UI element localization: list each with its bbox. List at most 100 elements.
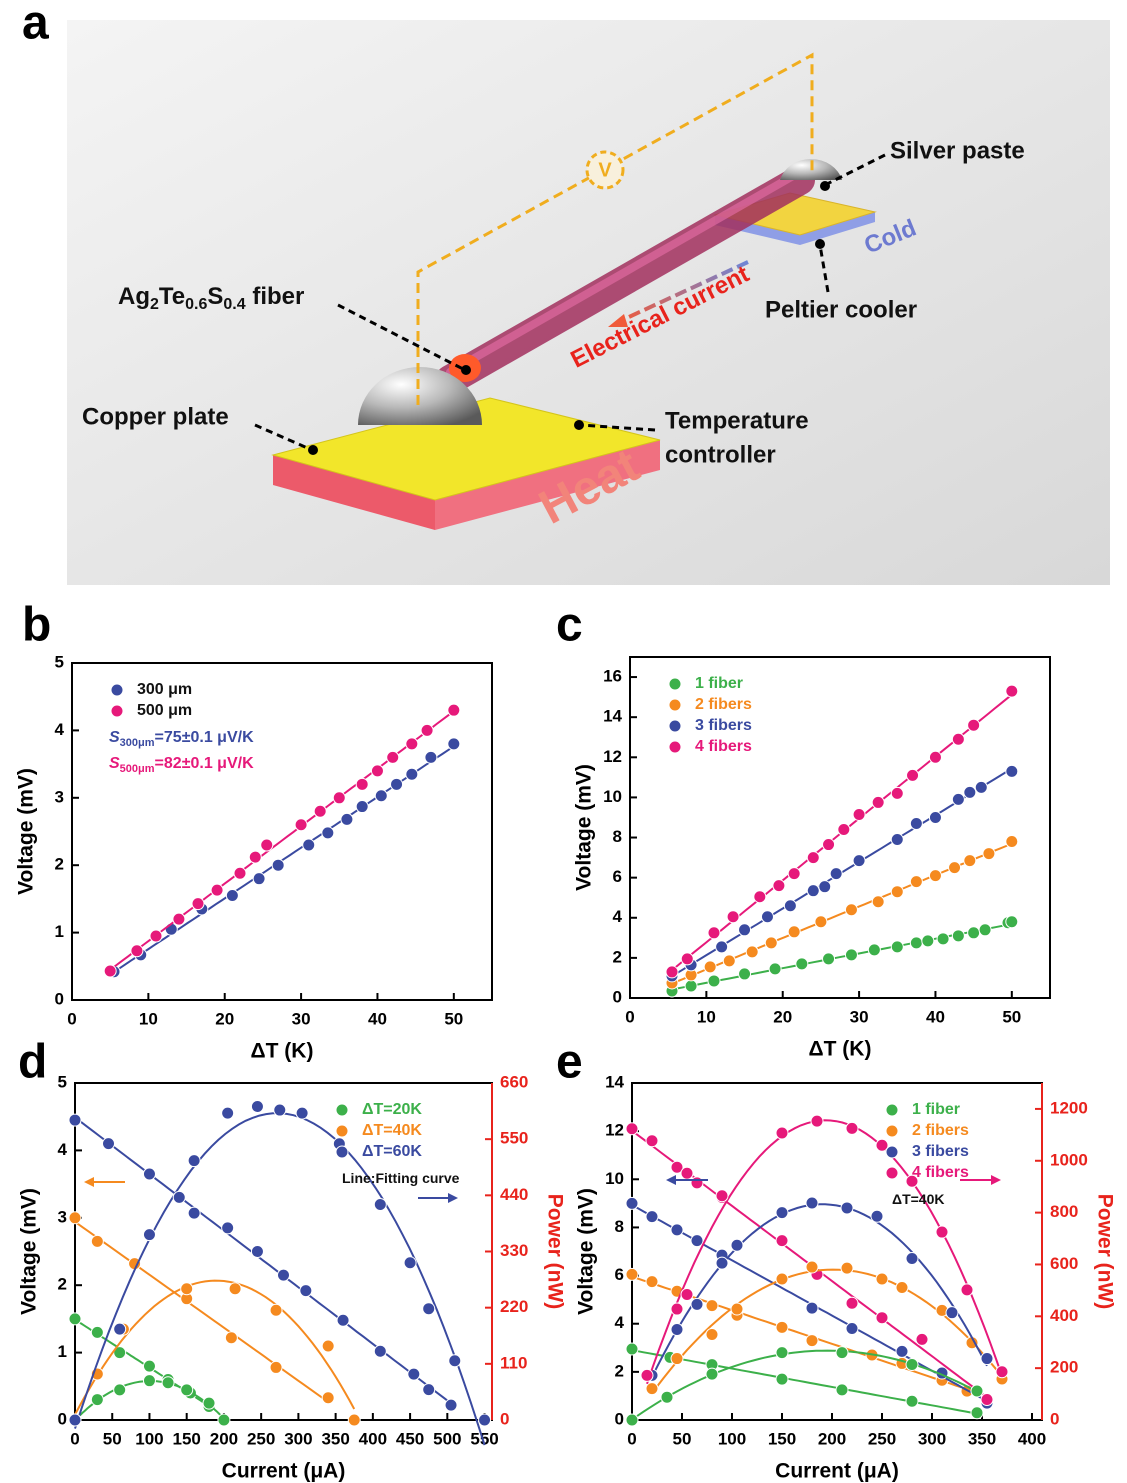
voltmeter-label: V (598, 159, 612, 181)
data-point (248, 850, 262, 864)
data-point (837, 823, 851, 837)
plot-frame (631, 1082, 1043, 1421)
legend-marker (668, 719, 682, 733)
data-point (374, 789, 388, 803)
chart: 0 50 100 150 200 250 300 350 4000246810121402004… (575, 1072, 1117, 1482)
data-point (915, 1332, 929, 1346)
x-tick-label: 30 (850, 1007, 869, 1026)
data-point (805, 1301, 819, 1315)
fiber-highlight (446, 168, 804, 376)
data-point (715, 1256, 729, 1270)
data-point (890, 940, 904, 954)
x-axis-title: ΔT (K) (809, 1038, 872, 1061)
legend-label: ΔT=20K (362, 1101, 422, 1118)
y2-tick-label: 400 (1050, 1306, 1078, 1325)
data-point (822, 952, 836, 966)
label: Copper plate (82, 403, 229, 430)
data-point (905, 1174, 919, 1188)
y-tick-label: 14 (603, 707, 622, 726)
data-point (909, 816, 923, 830)
data-point (982, 847, 996, 861)
data-point (844, 948, 858, 962)
data-point (935, 1225, 949, 1239)
y2-tick-label: 200 (1050, 1358, 1078, 1377)
x-tick-label: 200 (210, 1429, 238, 1448)
data-point (447, 737, 461, 751)
x-tick-label: 100 (135, 1429, 163, 1448)
leader-dot (308, 445, 318, 455)
data-point (370, 764, 384, 778)
data-point (970, 1406, 984, 1420)
leader-dot (820, 181, 830, 191)
data-point (149, 929, 163, 943)
data-point (705, 1367, 719, 1381)
x-tick-label: 0 (70, 1429, 79, 1448)
x-tick-label: 10 (697, 1007, 716, 1026)
data-point (890, 786, 904, 800)
data-point (890, 833, 904, 847)
x-tick-label: 200 (818, 1429, 846, 1448)
data-point (373, 1198, 387, 1212)
data-point (835, 1383, 849, 1397)
legend-marker (668, 698, 682, 712)
data-point (775, 1372, 789, 1386)
data-point (102, 1137, 116, 1151)
data-point (753, 890, 767, 904)
data-point (645, 1275, 659, 1289)
label-part: 0.4 (223, 296, 245, 313)
data-point (772, 879, 786, 893)
data-point (217, 1413, 231, 1427)
annotation-symbol: S (109, 755, 120, 772)
data-point (906, 768, 920, 782)
legend-label: 2 fibers (912, 1122, 969, 1139)
x-tick-label: 50 (673, 1429, 692, 1448)
x-axis-title: ΔT (K) (251, 1040, 314, 1063)
x-tick-label: 20 (773, 1007, 792, 1026)
x-tick-label: 30 (292, 1009, 311, 1028)
data-point (407, 1367, 421, 1381)
y-tick-label: 4 (58, 1140, 68, 1159)
y2-tick-label: 330 (500, 1241, 528, 1260)
axis-arrow-head (84, 1177, 94, 1187)
y-tick-label: 6 (613, 867, 622, 886)
data-point (705, 1327, 719, 1341)
current-arrow (617, 260, 749, 324)
leader-dot (815, 239, 825, 249)
fit-curve (631, 1349, 978, 1421)
label-part: S (207, 283, 223, 310)
data-point (1005, 764, 1019, 778)
data-point (909, 936, 923, 950)
data-point (645, 1210, 659, 1224)
fiber-label: Ag2Te0.6S0.4 fiber (118, 283, 304, 313)
y-axis-title: Voltage (mV) (18, 1188, 41, 1315)
data-point (905, 1394, 919, 1408)
legend-marker (885, 1145, 899, 1159)
panel-label: a (22, 0, 49, 50)
x-tick-label: 350 (321, 1429, 349, 1448)
data-point (660, 1390, 674, 1404)
data-point (250, 1245, 264, 1258)
data-point (233, 866, 247, 880)
x-tick-label: 250 (868, 1429, 896, 1448)
data-point (909, 875, 923, 889)
data-point (202, 1396, 216, 1410)
data-point (271, 858, 285, 872)
data-point (68, 1312, 82, 1326)
data-point (795, 957, 809, 971)
fit-curve (109, 710, 455, 971)
label: controller (665, 441, 776, 468)
legend-marker (110, 683, 124, 697)
y2-tick-label: 660 (500, 1072, 528, 1091)
plot-frame (629, 656, 1051, 999)
data-point (336, 1313, 350, 1327)
x-tick-label: 0 (67, 1009, 76, 1028)
annotation-text: =82±0.1 μV/K (155, 755, 255, 772)
leader (579, 423, 656, 432)
y-tick-label: 8 (615, 1217, 624, 1236)
data-point (840, 1261, 854, 1275)
legend-label: 4 fibers (695, 738, 752, 755)
data-point (422, 1383, 436, 1397)
data-point (670, 1323, 684, 1337)
fit-curve (113, 745, 455, 973)
data-point (422, 1302, 436, 1316)
